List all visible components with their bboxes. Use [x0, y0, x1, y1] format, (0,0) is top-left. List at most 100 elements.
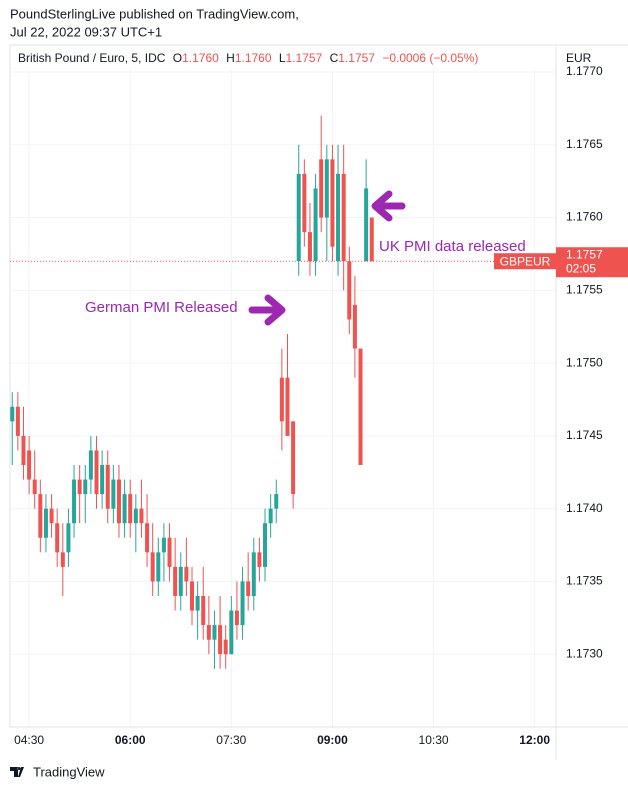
candle-body [274, 494, 279, 509]
h-value: 1.1760 [235, 51, 272, 65]
l-value: 1.1757 [286, 51, 323, 65]
candle-body [358, 348, 363, 465]
candle-body [43, 508, 48, 538]
y-tick-label: 1.1765 [566, 137, 603, 151]
candle-body [291, 421, 296, 495]
y-tick-label: 1.1755 [566, 283, 603, 297]
candle-body [145, 523, 150, 553]
candle-body [229, 610, 234, 655]
countdown: 02:05 [566, 261, 596, 275]
candle-body [38, 494, 43, 538]
x-tick-label: 12:00 [519, 733, 550, 747]
symbol: British Pound / Euro, 5, IDC [18, 51, 166, 65]
candle-body [201, 596, 206, 626]
candle-body [234, 610, 239, 626]
candle-body [336, 173, 341, 262]
y-tick-label: 1.1735 [566, 574, 603, 588]
candle-body [77, 479, 82, 495]
candle-body [302, 173, 307, 233]
change: −0.0006 (−0.05%) [382, 51, 478, 65]
candle-body [212, 625, 217, 640]
candle-body [195, 596, 200, 611]
candle-body [156, 552, 161, 582]
candle-body [296, 173, 301, 262]
candle-body [15, 406, 20, 436]
candle-body [240, 581, 245, 626]
candle-body [184, 566, 189, 582]
candle-body [10, 406, 15, 422]
candle-body [257, 552, 262, 567]
legend-bg [11, 46, 555, 70]
candle-body [173, 566, 178, 596]
candle-body [167, 537, 172, 567]
last-price-label: 1.1757 [566, 247, 603, 261]
candle-body [60, 552, 65, 567]
candle-body [352, 304, 357, 349]
candles [10, 115, 374, 669]
candle-body [190, 581, 194, 611]
legend: British Pound / Euro, 5, IDC O 1.1760 H 1.… [18, 51, 478, 65]
x-tick-label: 10:30 [419, 733, 449, 747]
c-value: 1.1757 [338, 51, 375, 65]
candle-body [341, 173, 346, 262]
candle-body [32, 479, 37, 495]
candle-body [88, 450, 93, 480]
candle-body [347, 261, 352, 320]
x-tick-label: 09:00 [317, 733, 348, 747]
annotation: UK PMI data released [379, 238, 526, 255]
arrow [248, 294, 286, 326]
candle-body [49, 508, 54, 524]
footer: TradingView [33, 764, 105, 779]
candle-body [100, 465, 105, 495]
candle-body [319, 159, 324, 218]
o-label: O [173, 51, 182, 65]
candle-body [116, 479, 121, 524]
candle-body [111, 479, 116, 509]
y-tick-label: 1.1750 [566, 355, 603, 369]
candle-body [161, 537, 166, 553]
x-tick-label: 04:30 [14, 733, 44, 747]
candle-body [133, 508, 138, 524]
candle-body [122, 494, 127, 524]
candle-body [206, 625, 211, 640]
candle-body [83, 479, 88, 495]
c-label: C [330, 51, 339, 65]
y-tick-label: 1.1745 [566, 428, 603, 442]
y-tick-label: 1.1770 [566, 64, 603, 78]
price-badge [556, 247, 628, 278]
annotation: German PMI Released [85, 299, 238, 316]
candle-body [263, 523, 268, 567]
candle-body [94, 450, 99, 495]
l-label: L [279, 51, 286, 65]
x-tick-label: 06:00 [115, 733, 146, 747]
y-tick-label: 1.1730 [566, 646, 603, 660]
candle-body [72, 479, 77, 524]
candle-body [285, 377, 290, 436]
symbol-badge [494, 253, 556, 270]
candle-body [364, 188, 369, 262]
y-tick-label: 1.1740 [566, 501, 603, 515]
candle-body [223, 639, 228, 655]
candle-body [21, 435, 26, 465]
h-label: H [226, 51, 235, 65]
candle-body [251, 552, 256, 596]
published-at: Jul 22, 2022 09:37 UTC+1 [10, 24, 162, 39]
candle-body [218, 625, 223, 655]
candle-body [178, 566, 183, 596]
symbol-label: GBPEUR [500, 254, 551, 268]
y-tick-label: 1.1760 [566, 210, 603, 224]
candle-body [128, 494, 133, 524]
candle-body [55, 523, 60, 553]
y-axis-label: EUR [566, 51, 592, 65]
candle-body [66, 523, 71, 553]
candle-body [324, 159, 329, 218]
candle-body [150, 552, 155, 582]
logo [10, 767, 24, 777]
candle-body [369, 217, 374, 262]
candle-body [105, 465, 110, 509]
candle-body [307, 232, 312, 262]
candle-body [313, 188, 318, 262]
candle-body [268, 508, 273, 524]
